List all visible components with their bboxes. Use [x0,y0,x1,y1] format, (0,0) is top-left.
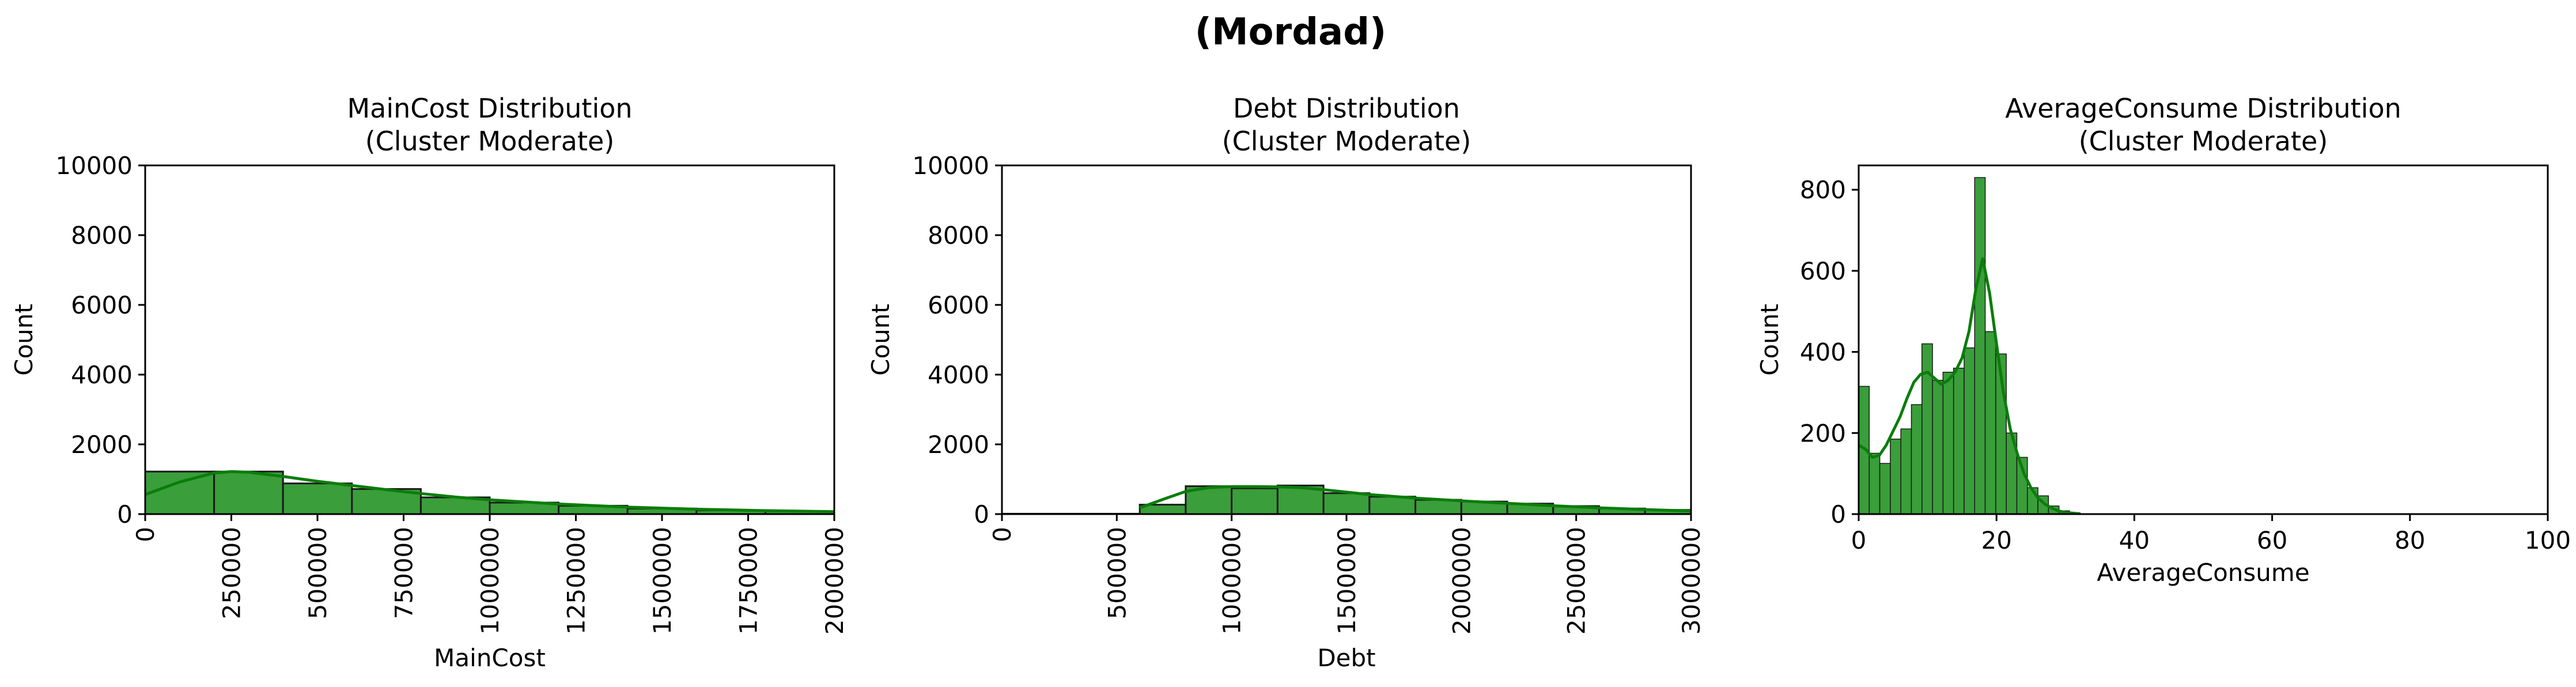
histogram-bar [1879,463,1891,515]
histogram-bar [1368,496,1417,515]
y-tick-label: 4000 [71,361,133,389]
x-tick-label: 500000 [304,527,332,619]
histogram-bar [1890,439,1901,515]
plot-frame [144,164,835,515]
y-tick-label: 0 [974,500,989,529]
histogram-bars [1001,484,1692,515]
chart-title: MainCost Distribution (Cluster Moderate) [347,93,632,157]
x-tick-label: 1000000 [1218,527,1246,635]
chart-2: 0 2000 4000 6000 8000 10000 0 500000 1000000 1500… [867,93,1705,672]
y-tick-label: 2000 [71,431,133,459]
y-tick-label: 10000 [55,152,133,180]
y-axis-label: Count [867,304,895,376]
chart-title-line: (Cluster Moderate) [365,126,615,157]
y-axis-label: Count [10,304,38,376]
x-tick-label: 1750000 [735,527,763,635]
y-tick-label: 4000 [928,361,989,389]
chart-title: Debt Distribution (Cluster Moderate) [1222,93,1472,157]
histogram-bar [213,470,284,515]
x-tick-label: 2000000 [820,527,849,635]
x-tick-label: 1500000 [648,527,676,635]
x-tick-label: 250000 [218,527,246,619]
histogram-bar [1322,492,1371,515]
figure-title: (Mordad) [1195,11,1387,54]
y-tick-label: 2000 [928,431,989,459]
chart-title-line: AverageConsume Distribution [2005,93,2401,124]
chart-title: AverageConsume Distribution (Cluster Mode… [2005,93,2401,157]
histogram-bar [1964,347,1976,515]
chart-title-line: Debt Distribution [1233,93,1460,124]
histogram-bar [1231,487,1278,515]
x-tick-label: 0 [988,527,1016,542]
histogram-bar [1974,177,1986,515]
chart-title-line: (Cluster Moderate) [1222,126,1472,157]
histogram-bar [1984,331,1996,515]
x-tick-label: 0 [131,527,160,542]
histogram-bar [282,482,353,515]
x-axis-label: Debt [1317,644,1375,672]
chart-title-line: (Cluster Moderate) [2079,126,2328,157]
histogram-bar [1868,452,1881,515]
histogram-bar [1921,343,1933,515]
histogram-bar [1942,372,1954,515]
histogram-bar [1900,428,1912,515]
kde-line [145,470,835,514]
y-tick-label: 0 [117,500,133,529]
x-tick-label: 80 [2395,526,2425,554]
x-tick-label: 1250000 [562,527,591,635]
y-tick-label: 600 [1800,257,1846,285]
y-tick-label: 8000 [928,221,989,250]
kde-line [1139,485,1692,513]
x-tick-label: 40 [2119,526,2150,554]
x-tick-label: 20 [1981,526,2011,554]
kde-line [1858,257,2079,515]
x-tick-label: 3000000 [1677,527,1705,635]
x-tick-label: 500000 [1103,527,1131,619]
y-tick-label: 6000 [928,291,989,319]
chart-title-line: MainCost Distribution [347,93,632,124]
y-tick-label: 800 [1800,176,1846,204]
x-tick-label: 1500000 [1333,527,1361,635]
plot-frame [1858,164,2549,515]
histogram-bar [1932,380,1944,515]
histogram-bar [1953,367,1965,515]
histogram-bar [144,470,215,515]
y-tick-label: 0 [1830,500,1846,529]
x-tick-label: 100 [2525,526,2571,554]
y-tick-label: 200 [1800,419,1846,447]
x-tick-label: 0 [1851,526,1867,554]
y-tick-label: 8000 [71,221,133,250]
histogram-bar [1414,499,1462,515]
histogram-bar [1911,404,1923,515]
x-axis-label: MainCost [434,644,546,672]
x-tick-label: 60 [2257,526,2287,554]
x-tick-label: 2000000 [1447,527,1476,635]
chart-1: 0 2000 4000 6000 8000 10000 0 250000 500000 75000… [10,93,849,672]
x-tick-label: 750000 [390,527,418,619]
histogram-bars [144,470,835,515]
x-tick-label: 2500000 [1563,527,1591,635]
chart-3: 0 200 400 600 800 0 20 40 60 80 100 AverageConsume C… [1756,93,2571,587]
y-tick-label: 400 [1800,338,1846,367]
x-tick-label: 1000000 [476,527,504,635]
y-axis-label: Count [1756,304,1784,376]
histogram-bars [1858,177,2081,515]
plot-frame [1001,164,1692,515]
y-tick-label: 6000 [71,291,133,319]
y-tick-label: 10000 [912,152,989,180]
x-axis-label: AverageConsume [2097,558,2309,587]
